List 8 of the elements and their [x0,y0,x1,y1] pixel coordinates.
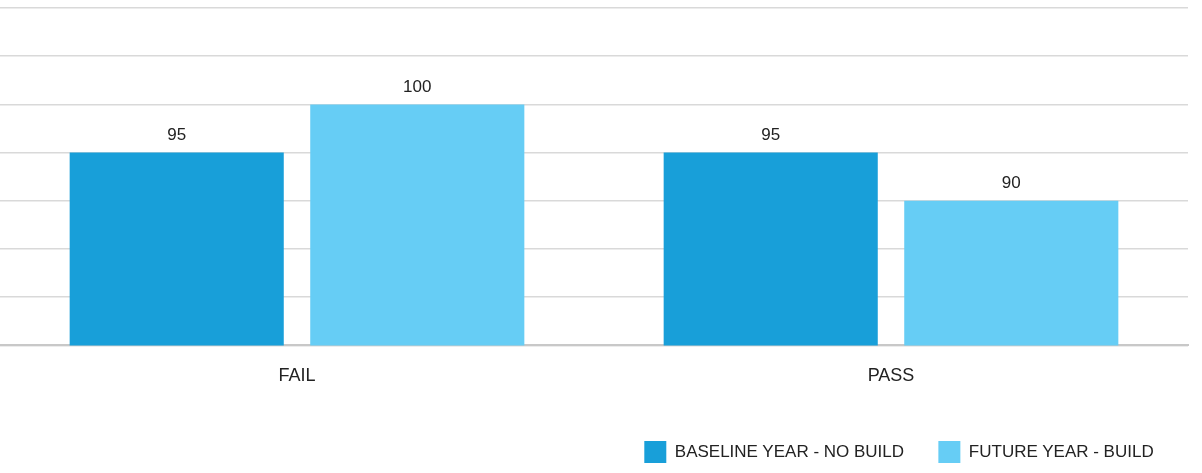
legend-label: FUTURE YEAR - BUILD [968,441,1154,461]
data-label: 95 [167,124,187,144]
x-tick-label: PASS [867,365,915,386]
x-tick-label: FAIL [278,365,316,386]
data-label: 100 [403,76,432,96]
data-label: 95 [761,124,781,144]
data-label: 90 [1001,172,1021,192]
legend-label: BASELINE YEAR - NO BUILD [674,441,905,461]
